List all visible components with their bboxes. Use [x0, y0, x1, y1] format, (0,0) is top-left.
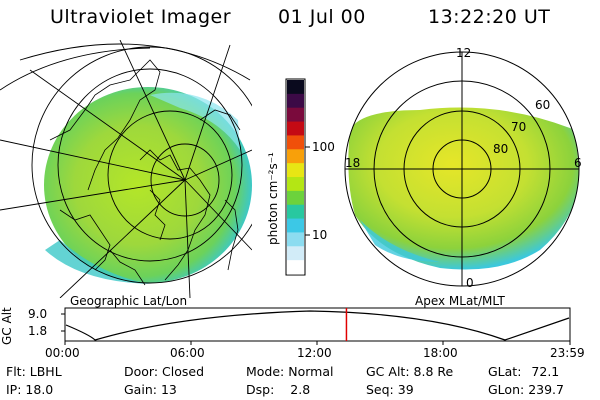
mlt-label-0: 0	[466, 276, 474, 290]
status-ip: IP: 18.0	[6, 382, 53, 397]
status-gcalt-label: GC Alt:	[366, 364, 410, 379]
status-dsp-label: Dsp:	[246, 382, 275, 397]
orbit-xtick-0000: 00:00	[45, 346, 80, 360]
aurora-emission-right	[348, 107, 579, 270]
geographic-image	[0, 40, 252, 298]
status-seq-value: 39	[397, 382, 414, 397]
instrument-title: Ultraviolet Imager	[50, 6, 232, 28]
globe-grid	[0, 40, 252, 298]
mlt-label-18: 18	[345, 156, 361, 170]
colorbar-segment	[287, 177, 304, 192]
status-glon-value: 239.7	[528, 382, 564, 397]
orbit-ytick-9: 9.0	[28, 307, 48, 321]
orbit-x-ticks	[64, 341, 571, 345]
status-dsp: Dsp: 2.8	[246, 382, 310, 397]
mlat-rings	[344, 51, 580, 287]
mlt-label-6: 6	[574, 156, 582, 170]
status-ip-label: IP:	[6, 382, 22, 397]
emission-edge	[45, 240, 150, 284]
status-gain-value: 13	[160, 382, 177, 397]
orbit-xtick-1200: 12:00	[297, 346, 332, 360]
colorbar-segment	[287, 149, 304, 164]
status-gain-label: Gain:	[124, 382, 157, 397]
colorbar-segments	[287, 80, 304, 275]
colorbar-segment	[287, 163, 304, 178]
mlt-label-12: 12	[456, 46, 472, 60]
date-label: 01 Jul 00	[278, 6, 366, 28]
magnetic-caption: Apex MLat/MLT	[415, 294, 505, 308]
status-glon: GLon: 239.7	[488, 382, 564, 397]
colorbar-frame	[285, 78, 306, 276]
status-mode: Mode: Normal	[246, 364, 334, 379]
status-seq: Seq: 39	[366, 382, 414, 397]
orbit-ylabel: GC Alt	[0, 307, 14, 345]
colorbar-segment	[287, 135, 304, 150]
orbit-xtick-2359: 23:59	[550, 346, 585, 360]
altitude-curve	[65, 310, 570, 341]
status-glat-label: GLat:	[488, 364, 522, 379]
dayglow-edge	[150, 92, 240, 150]
status-glat: GLat: 72.1	[488, 364, 559, 379]
colorbar-segment	[287, 121, 304, 137]
colorbar-segment	[287, 246, 304, 261]
orbit-xtick-0600: 06:00	[170, 346, 205, 360]
colorbar	[285, 78, 310, 276]
mlat-label-60: 60	[535, 98, 551, 112]
status-flt-label: Flt:	[6, 364, 26, 379]
colorbar-unit-label: photon cm⁻²s⁻¹	[266, 152, 280, 245]
geographic-caption: Geographic Lat/Lon	[70, 294, 188, 308]
continent-outlines	[49, 59, 241, 286]
magnetic-polar-plot	[344, 51, 580, 287]
emission-edge-right	[360, 220, 440, 262]
status-door-value: Closed	[162, 364, 205, 379]
status-door: Door: Closed	[124, 364, 204, 379]
orbit-plot	[61, 307, 571, 345]
status-mode-value: Normal	[288, 364, 334, 379]
colorbar-segment	[287, 218, 304, 234]
colorbar-segment	[287, 204, 304, 220]
status-mode-label: Mode:	[246, 364, 285, 379]
colorbar-label-100: 100	[312, 140, 335, 154]
mlat-label-80: 80	[493, 142, 509, 156]
status-ip-value: 18.0	[25, 382, 54, 397]
mlat-label-70: 70	[511, 120, 527, 134]
status-gcalt: GC Alt: 8.8 Re	[366, 364, 453, 379]
status-seq-label: Seq:	[366, 382, 394, 397]
status-dsp-value: 2.8	[290, 382, 311, 397]
colorbar-segment	[287, 260, 304, 275]
colorbar-segment	[287, 190, 304, 206]
status-door-label: Door:	[124, 364, 159, 379]
status-gain: Gain: 13	[124, 382, 177, 397]
orbit-plot-frame	[64, 307, 571, 342]
colorbar-segment	[287, 232, 304, 247]
status-flt-value: LBHL	[29, 364, 62, 379]
colorbar-label-10: 10	[312, 228, 328, 242]
colorbar-segment	[287, 107, 304, 123]
colorbar-segment	[287, 93, 304, 109]
status-gcalt-value: 8.8 Re	[413, 364, 454, 379]
time-label: 13:22:20 UT	[428, 6, 551, 28]
colorbar-segment	[287, 80, 304, 95]
status-flt: Flt: LBHL	[6, 364, 62, 379]
status-glon-label: GLon:	[488, 382, 525, 397]
orbit-y-ticks	[61, 313, 65, 332]
orbit-ytick-1-8: 1.8	[28, 324, 48, 338]
status-glat-value: 72.1	[531, 364, 560, 379]
orbit-xtick-1800: 18:00	[423, 346, 458, 360]
